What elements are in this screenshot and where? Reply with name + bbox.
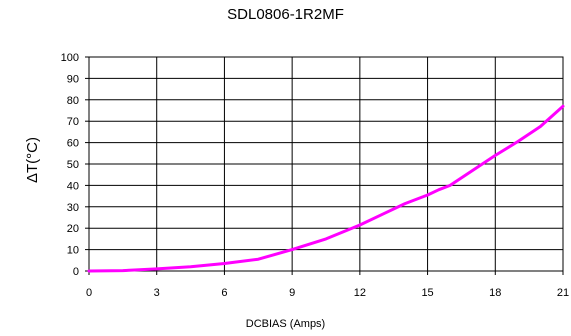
y-tick-label: 80 bbox=[67, 95, 79, 107]
x-tick-label: 21 bbox=[557, 287, 569, 299]
x-tick-label: 18 bbox=[489, 287, 501, 299]
y-tick-label: 30 bbox=[67, 202, 79, 214]
x-tick-label: 12 bbox=[354, 287, 366, 299]
x-axis-label: DCBIAS (Amps) bbox=[245, 318, 326, 330]
series-line bbox=[87, 104, 565, 273]
y-tick-label: 10 bbox=[67, 245, 79, 257]
x-tick-label: 6 bbox=[221, 287, 227, 299]
y-tick-label: 40 bbox=[67, 180, 79, 192]
x-tick-label: 0 bbox=[86, 287, 92, 299]
x-tick-label: 9 bbox=[289, 287, 295, 299]
y-tick-label: 60 bbox=[67, 138, 79, 150]
chart-title: SDL0806-1R2MF bbox=[227, 6, 344, 23]
y-tick-label: 100 bbox=[61, 52, 79, 64]
y-tick-label: 50 bbox=[67, 159, 79, 171]
y-tick-label: 20 bbox=[67, 223, 79, 235]
x-tick-label: 3 bbox=[154, 287, 160, 299]
y-tick-label: 70 bbox=[67, 116, 79, 128]
x-tick-label: 15 bbox=[421, 287, 433, 299]
plot-border bbox=[88, 56, 564, 272]
y-tick-label: 0 bbox=[73, 266, 79, 278]
y-tick-label: 90 bbox=[67, 73, 79, 85]
